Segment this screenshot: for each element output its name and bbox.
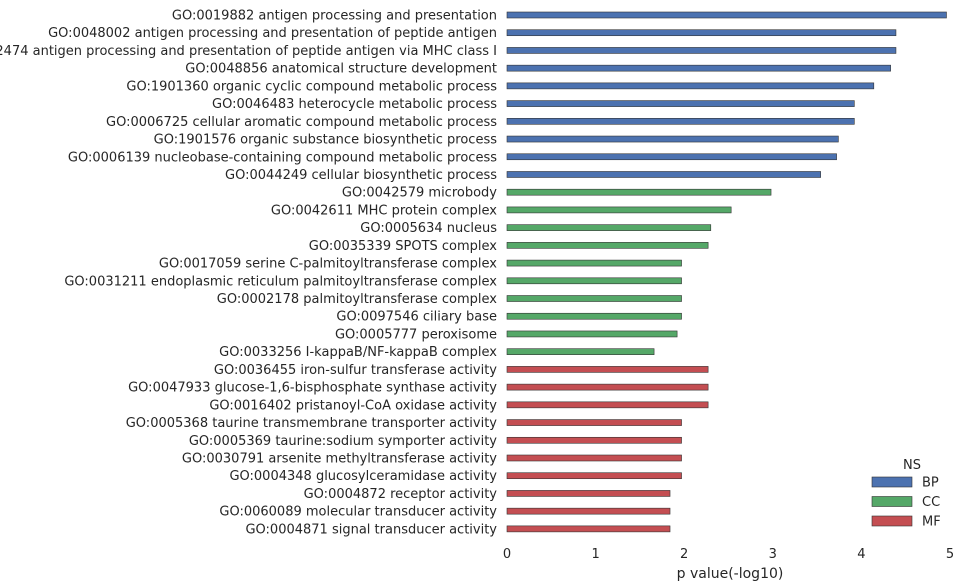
bar: [506, 277, 682, 285]
bar: [506, 419, 682, 426]
category-label: GO:0019882 antigen processing and presen…: [172, 9, 497, 24]
bar: [506, 64, 891, 72]
category-labels: GO:0019882 antigen processing and presen…: [0, 9, 497, 538]
bar: [506, 11, 947, 19]
bars-layer: [506, 11, 947, 533]
category-label: GO:0048856 anatomical structure developm…: [185, 62, 497, 77]
legend-swatch: [871, 476, 913, 488]
bar: [506, 47, 897, 54]
x-axis: 0 1 2 3 4 5: [503, 547, 954, 562]
category-label: GO:0005369 taurine:sodium symporter acti…: [189, 434, 497, 449]
legend-entry-label: CC: [922, 495, 940, 510]
legend-swatch: [871, 515, 913, 527]
bar: [506, 153, 837, 161]
category-label: GO:0044249 cellular biosynthetic process: [225, 168, 497, 183]
bar: [506, 100, 855, 107]
category-label: GO:0006139 nucleobase-containing compoun…: [68, 150, 497, 165]
legend-swatch: [871, 496, 913, 507]
bar: [506, 366, 709, 373]
bar: [506, 295, 682, 302]
x-axis-label: p value(-log10): [677, 566, 784, 582]
category-label: GO:0033256 I-kappaB/NF-kappaB complex: [219, 345, 497, 360]
bar: [506, 401, 709, 409]
category-label: GO:0017059 serine C-palmitoyltransferase…: [159, 257, 497, 272]
category-label: GO:0005634 nucleus: [360, 221, 497, 236]
bar: [506, 525, 671, 533]
category-label: GO:0002178 palmitoyltransferase complex: [217, 292, 498, 307]
category-label: GO:0060089 molecular transducer activity: [219, 505, 497, 520]
legend-title: NS: [903, 458, 921, 473]
category-label: GO:1901576 organic substance biosyntheti…: [154, 133, 498, 148]
category-label: GO:0030791 arsenite methyltransferase ac…: [182, 452, 497, 467]
bar: [506, 206, 732, 214]
category-label: GO:0004872 receptor activity: [304, 487, 498, 502]
bar: [506, 29, 897, 37]
bar: [506, 171, 821, 178]
category-label: GO:0006725 cellular aromatic compound me…: [106, 115, 497, 130]
category-label: GO:0004348 glucosylceramidase activity: [229, 469, 497, 484]
bar: [506, 454, 682, 462]
bar: [506, 224, 712, 231]
legend: NS BP CC MF: [871, 458, 941, 530]
legend-entry-label: BP: [922, 476, 939, 491]
x-tick-label: 4: [857, 547, 865, 562]
bar: [506, 436, 682, 444]
category-label: GO:0005777 peroxisome: [335, 327, 497, 342]
category-label: GO:0046483 heterocycle metabolic process: [212, 97, 497, 112]
legend-entry-label: MF: [922, 515, 941, 530]
category-label: GO:0097546 ciliary base: [336, 310, 497, 325]
category-label: GO:0004871 signal transducer activity: [245, 522, 497, 537]
category-label: GO:0002474 antigen processing and presen…: [0, 44, 497, 59]
category-label: GO:1901360 organic cyclic compound metab…: [126, 79, 497, 94]
bar: [506, 330, 678, 338]
category-label: GO:0042579 microbody: [342, 186, 497, 201]
category-label: GO:0016402 pristanoyl-CoA oxidase activi…: [209, 398, 497, 413]
x-tick-label: 5: [946, 547, 954, 562]
bar: [506, 383, 709, 391]
bar: [506, 259, 682, 267]
bar: [506, 188, 772, 196]
x-tick-label: 2: [680, 547, 688, 562]
bar: [506, 490, 671, 497]
category-label: GO:0036455 iron-sulfur transferase activ…: [214, 363, 497, 378]
category-label: GO:0048002 antigen processing and presen…: [48, 26, 497, 41]
category-label: GO:0047933 glucose-1,6-bisphosphate synt…: [128, 381, 497, 396]
bar: [506, 312, 682, 320]
category-label: GO:0005368 taurine transmembrane transpo…: [126, 416, 498, 431]
category-label: GO:0035339 SPOTS complex: [309, 239, 498, 254]
bar: [506, 472, 682, 480]
x-tick-label: 3: [769, 547, 777, 562]
bar: [506, 242, 709, 249]
bar: [506, 82, 875, 90]
bar: [506, 348, 655, 355]
bar: [506, 118, 855, 125]
category-label: GO:0042611 MHC protein complex: [271, 203, 497, 218]
category-label: GO:0031211 endoplasmic reticulum palmito…: [64, 274, 497, 289]
x-tick-label: 0: [503, 547, 511, 562]
bar: [506, 135, 839, 143]
x-tick-label: 1: [591, 547, 599, 562]
bar: [506, 507, 671, 515]
